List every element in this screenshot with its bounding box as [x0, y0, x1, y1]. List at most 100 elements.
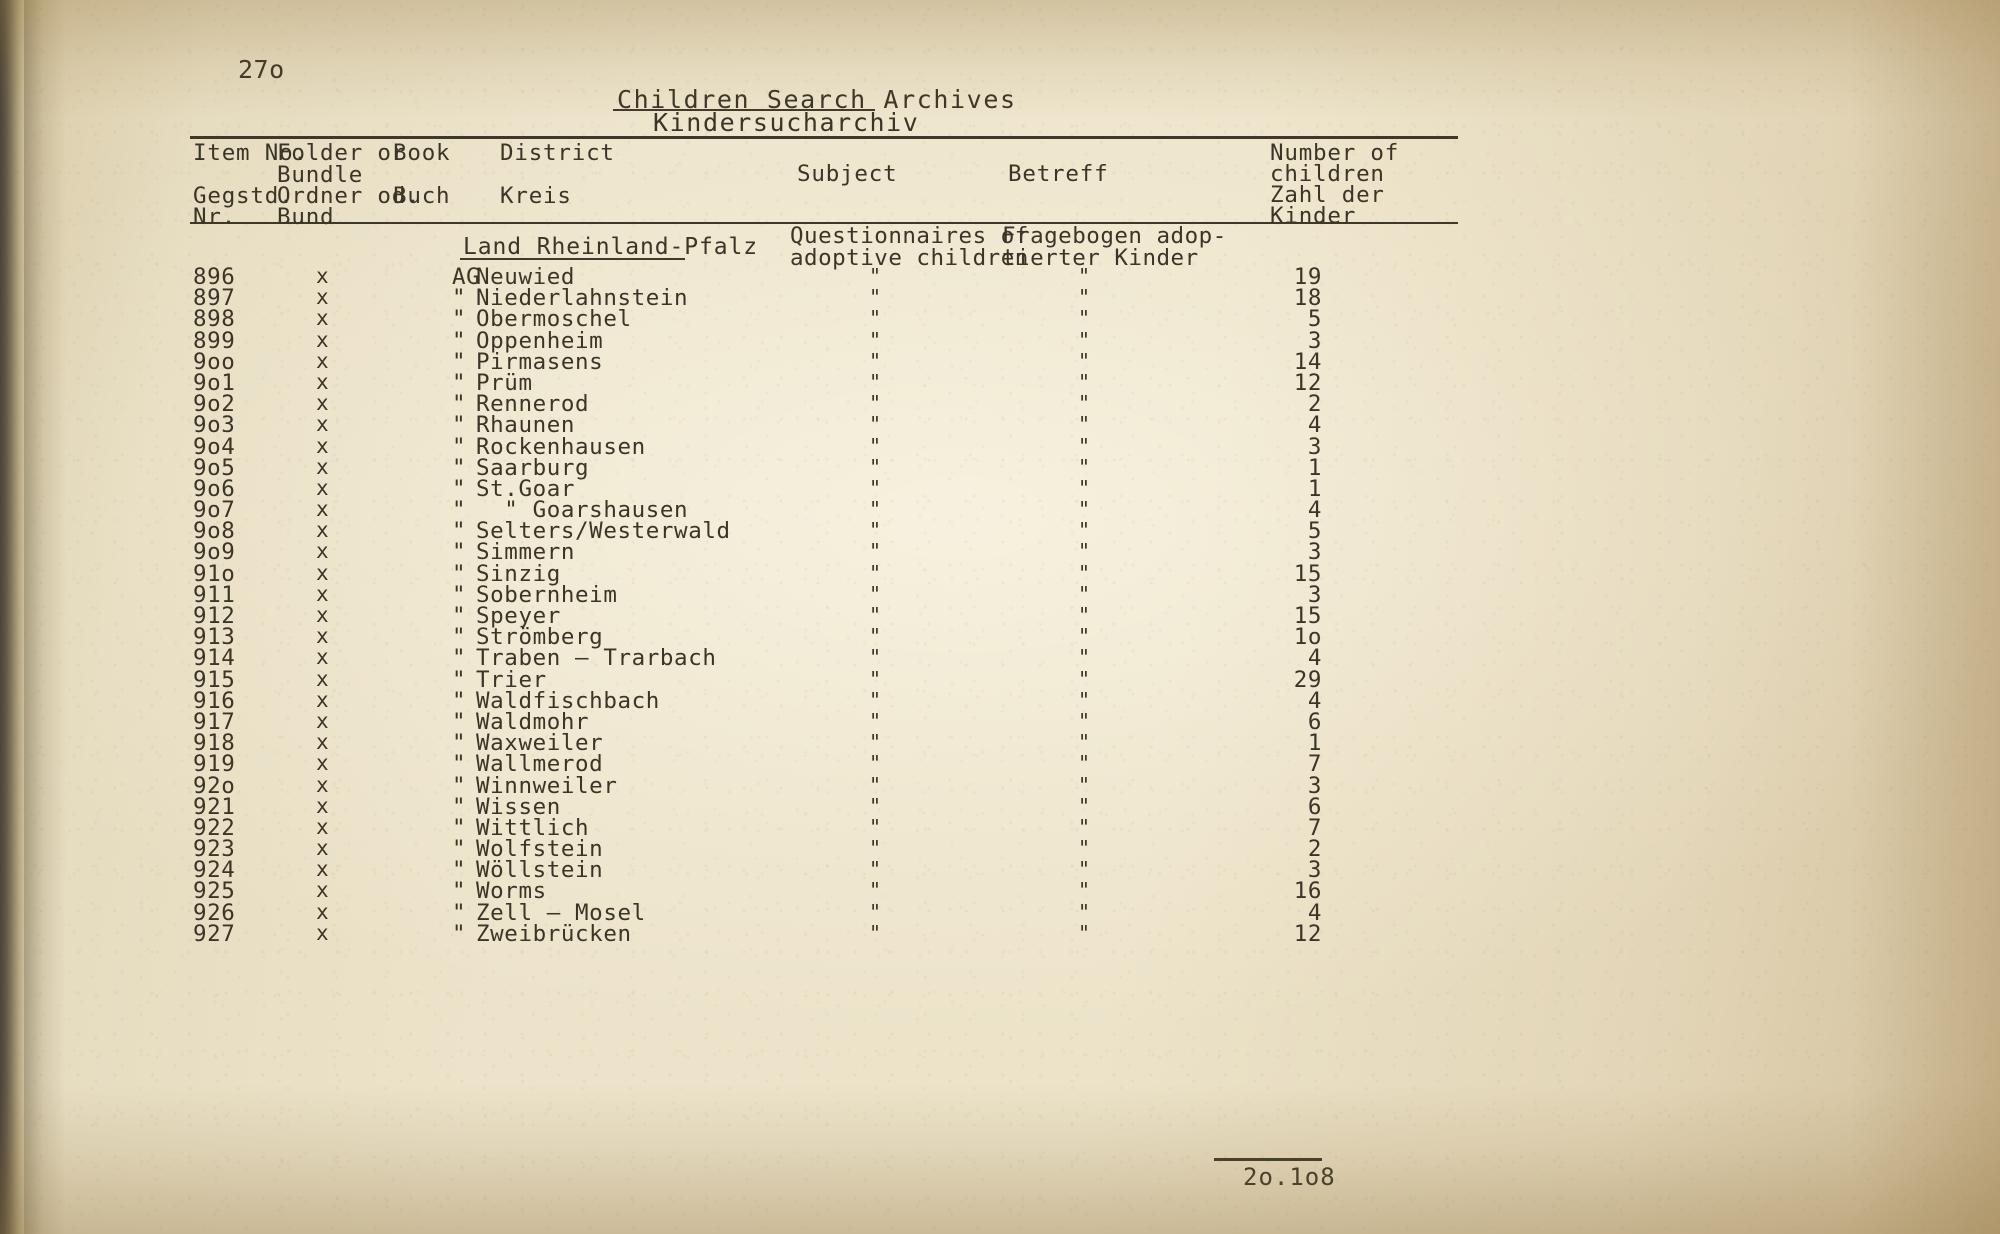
table-row: 9o4 x " Rockenhausen " " 3	[0, 434, 2000, 460]
cell-children-count: 4	[1307, 687, 1322, 714]
cell-children-count: 4	[1307, 645, 1322, 672]
cell-betreff-ditto: "	[1078, 878, 1091, 903]
cell-district: Saarburg	[476, 454, 590, 481]
cell-subject-ditto: "	[869, 306, 882, 331]
cell-folder-mark: x	[316, 539, 330, 564]
table-row: 9o2 x " Rennerod " " 2	[0, 391, 2000, 417]
cell-folder-mark: x	[316, 730, 330, 755]
cell-item-no: 922	[193, 814, 236, 841]
title-underline	[613, 109, 875, 111]
table-row: 9oo x " Pirmasens " " 14	[0, 348, 2000, 375]
cell-item-no: 92o	[193, 772, 236, 799]
cell-court-prefix: "	[452, 878, 467, 905]
column-header-kinder: Kinder	[1270, 203, 1357, 229]
cell-betreff-ditto: "	[1078, 645, 1091, 670]
cell-children-count: 4	[1307, 497, 1322, 524]
cell-subject-ditto: "	[869, 475, 882, 500]
cell-children-count: 7	[1307, 814, 1322, 841]
cell-children-count: 15	[1293, 603, 1322, 629]
cell-children-count: 1o	[1293, 624, 1322, 651]
table-row: 92o x " Winnweiler " " 3	[0, 772, 2000, 799]
column-header-district: District	[500, 140, 615, 166]
table-row: 9o9 x " Simmern " " 3	[0, 539, 2000, 565]
page-number: 27o	[238, 55, 285, 84]
table-top-rule	[190, 136, 1458, 139]
cell-subject-ditto: "	[869, 369, 882, 394]
cell-court-prefix: "	[452, 751, 467, 778]
table-row: 9o1 x " Prüm " " 12	[0, 369, 2000, 396]
table-row: 921 x " Wissen " " 6	[0, 794, 2000, 820]
cell-folder-mark: x	[316, 772, 330, 797]
cell-children-count: 12	[1293, 369, 1322, 396]
cell-district: Selters/Westerwald	[476, 518, 731, 545]
cell-subject-ditto: "	[869, 348, 882, 373]
cell-item-no: 896	[193, 264, 236, 290]
cell-district: Oppenheim	[476, 327, 604, 354]
cell-children-count: 1	[1307, 475, 1322, 502]
cell-court-prefix: "	[452, 666, 467, 693]
cell-district: Waldfischbach	[476, 687, 660, 714]
total-rule	[1214, 1158, 1322, 1161]
cell-subject-ditto: "	[869, 497, 882, 522]
cell-subject-ditto: "	[869, 687, 882, 712]
cell-children-count: 2	[1307, 836, 1322, 863]
cell-item-no: 919	[193, 751, 236, 778]
cell-court-prefix: "	[452, 369, 467, 396]
cell-subject-ditto: "	[869, 666, 882, 691]
table-row: 898 x " Obermoschel " " 5	[0, 306, 2000, 332]
total-value: 2o.1o8	[1243, 1163, 1336, 1191]
cell-folder-mark: x	[316, 475, 330, 500]
table-row: 913 x " Strömberg " " 1o	[0, 624, 2000, 650]
cell-children-count: 1	[1307, 730, 1322, 757]
column-header-book: Book	[393, 140, 451, 166]
cell-betreff-ditto: "	[1078, 899, 1091, 924]
cell-item-no: 9o6	[193, 475, 236, 502]
cell-court-prefix: "	[452, 857, 467, 884]
cell-district: Sobernheim	[476, 581, 618, 608]
cell-betreff-ditto: "	[1078, 285, 1091, 310]
cell-district: Neuwied	[476, 264, 576, 290]
cell-betreff-ditto: "	[1078, 708, 1091, 733]
cell-court-prefix: "	[452, 730, 467, 757]
page-title: Children Search Archives	[617, 85, 1017, 114]
cell-court-prefix: "	[452, 687, 467, 714]
cell-subject-ditto: "	[869, 603, 882, 627]
book-binding-edge	[0, 0, 24, 1234]
cell-children-count: 5	[1307, 518, 1322, 545]
cell-children-count: 29	[1293, 666, 1322, 693]
betreff-description-line1: Fragebogen adop-	[1002, 223, 1227, 249]
cell-subject-ditto: "	[869, 708, 882, 733]
table-row: 9o8 x " Selters/Westerwald " " 5	[0, 518, 2000, 544]
cell-folder-mark: x	[316, 264, 330, 288]
cell-subject-ditto: "	[869, 285, 882, 310]
cell-subject-ditto: "	[869, 878, 882, 903]
cell-folder-mark: x	[316, 348, 330, 373]
cell-betreff-ditto: "	[1078, 497, 1091, 522]
cell-folder-mark: x	[316, 878, 330, 903]
cell-folder-mark: x	[316, 751, 330, 776]
cell-subject-ditto: "	[869, 857, 882, 882]
cell-court-prefix: AG	[452, 264, 481, 290]
column-header-zahl-der: Zahl der	[1270, 182, 1385, 208]
cell-court-prefix: "	[452, 920, 467, 947]
cell-subject-ditto: "	[869, 560, 882, 585]
cell-folder-mark: x	[316, 306, 330, 331]
table-row: 916 x " Waldfischbach " " 4	[0, 687, 2000, 714]
cell-folder-mark: x	[316, 708, 330, 733]
cell-district: Wolfstein	[476, 836, 604, 863]
cell-subject-ditto: "	[869, 899, 882, 924]
cell-court-prefix: "	[452, 497, 467, 524]
cell-district: Zweibrücken	[476, 920, 632, 947]
cell-children-count: 3	[1307, 581, 1322, 608]
table-row: 917 x " Waldmohr " " 6	[0, 708, 2000, 735]
cell-court-prefix: "	[452, 814, 467, 841]
cell-betreff-ditto: "	[1078, 454, 1091, 479]
cell-folder-mark: x	[316, 581, 330, 606]
cell-folder-mark: x	[316, 369, 330, 394]
table-body: 896 x AG Neuwied " " 19 897 x " Niederlahnstein " " 1…	[0, 264, 2000, 947]
cell-district: Obermoschel	[476, 306, 632, 333]
cell-district: Waxweiler	[476, 730, 604, 757]
cell-betreff-ditto: "	[1078, 581, 1091, 606]
cell-betreff-ditto: "	[1078, 369, 1091, 394]
cell-subject-ditto: "	[869, 645, 882, 670]
